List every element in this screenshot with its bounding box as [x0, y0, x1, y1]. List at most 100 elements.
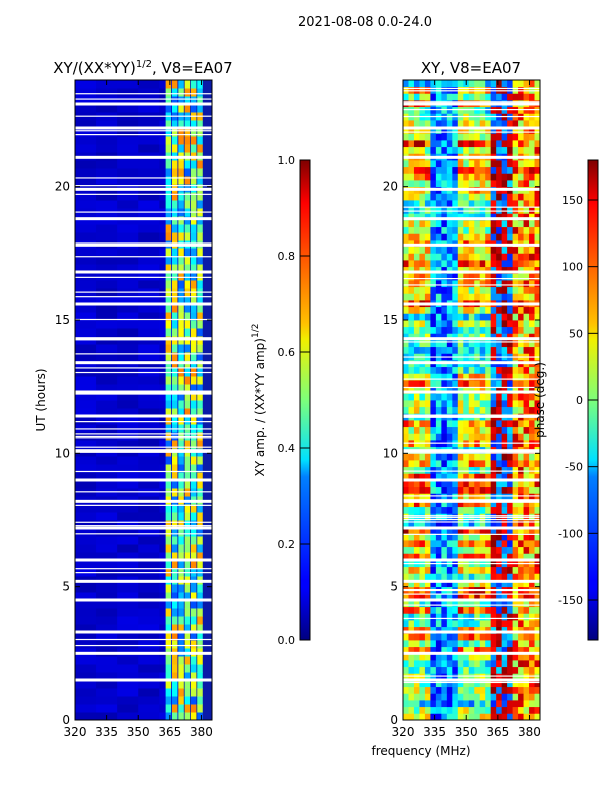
phase-cell — [512, 606, 519, 614]
amplitude-cell — [75, 656, 97, 665]
amplitude-cell — [197, 640, 203, 649]
phase-cell — [419, 553, 426, 561]
phase-cell — [523, 253, 530, 261]
phase-cell — [430, 133, 437, 141]
phase-cell — [446, 580, 453, 588]
phase-cell — [479, 280, 486, 288]
phase-cell — [424, 420, 431, 428]
phase-cell — [507, 226, 513, 234]
phase-cell — [474, 226, 481, 234]
phase-cell — [474, 626, 481, 634]
phase-cell — [529, 553, 535, 561]
phase-cell — [501, 580, 508, 588]
amplitude-cell — [138, 224, 160, 233]
phase-cell — [468, 400, 475, 408]
amplitude-cell — [75, 96, 97, 105]
amplitude-cell — [190, 656, 197, 665]
phase-cell — [463, 326, 470, 334]
phase-cell — [430, 593, 437, 601]
phase-cell — [529, 193, 535, 201]
phase-cell — [430, 546, 437, 554]
phase-cell — [479, 653, 486, 661]
phase-cell — [518, 226, 524, 234]
phase-cell — [534, 233, 540, 241]
phase-cell — [452, 600, 459, 608]
amplitude-cell — [165, 120, 172, 129]
phase-cell — [523, 460, 530, 468]
phase-cell — [424, 180, 431, 188]
phase-cell — [529, 180, 535, 188]
phase-cell — [474, 366, 481, 374]
phase-cell — [408, 213, 415, 221]
phase-cell — [501, 146, 508, 154]
phase-cell — [485, 693, 492, 701]
phase-cell — [430, 420, 437, 428]
amplitude-cell — [165, 504, 172, 513]
phase-cell — [463, 653, 470, 661]
phase-cell — [463, 306, 470, 314]
phase-gap-line — [403, 518, 540, 521]
phase-cell — [496, 433, 503, 441]
phase-cell — [419, 253, 426, 261]
phase-cell — [413, 686, 420, 694]
phase-cell — [408, 260, 415, 268]
phase-cell — [490, 93, 497, 101]
phase-cell — [523, 493, 530, 501]
phase-cell — [496, 573, 503, 581]
phase-cell — [435, 486, 442, 494]
phase-cell — [441, 460, 448, 468]
phase-cell — [496, 673, 503, 681]
amplitude-cell — [96, 608, 118, 617]
phase-cell — [512, 566, 519, 574]
phase-cell — [435, 406, 442, 414]
phase-cell — [424, 386, 431, 394]
phase-cell — [507, 266, 513, 274]
phase-cell — [403, 506, 409, 514]
amplitude-cell — [138, 632, 160, 641]
phase-cell — [441, 706, 448, 714]
amplitude-cell — [117, 552, 139, 561]
phase-cell — [496, 486, 503, 494]
phase-cell — [507, 273, 513, 281]
phase-cell — [419, 273, 426, 281]
phase-cell — [468, 466, 475, 474]
phase-cell — [463, 493, 470, 501]
phase-cell — [485, 173, 492, 181]
phase-cell — [413, 613, 420, 621]
phase-cell — [507, 693, 513, 701]
phase-cell — [474, 566, 481, 574]
phase-cell — [468, 233, 475, 241]
phase-cell — [496, 326, 503, 334]
amplitude-cell — [96, 616, 118, 625]
amplitude-cell — [171, 144, 178, 153]
phase-cell — [419, 93, 426, 101]
phase-cell — [512, 366, 519, 374]
amplitude-cell — [197, 192, 203, 201]
amplitude-cell — [178, 216, 184, 225]
amplitude-cell — [96, 280, 118, 289]
phase-cell — [529, 273, 535, 281]
amplitude-cell — [75, 256, 97, 265]
phase-cell — [413, 466, 420, 474]
phase-cell — [403, 366, 409, 374]
phase-cell — [468, 380, 475, 388]
phase-gap-line — [403, 593, 540, 595]
amplitude-gap-row — [75, 499, 212, 503]
amplitude-cell — [96, 424, 118, 433]
phase-cell — [424, 260, 431, 268]
phase-cell — [501, 346, 508, 354]
amplitude-cell — [75, 544, 97, 553]
phase-cell — [523, 93, 530, 101]
phase-cell — [468, 520, 475, 528]
amplitude-cell — [190, 480, 197, 489]
phase-cell — [518, 340, 524, 348]
phase-cell — [452, 166, 459, 174]
phase-cell — [523, 266, 530, 274]
phase-cell — [452, 473, 459, 481]
phase-cell — [479, 253, 486, 261]
amplitude-cell — [171, 296, 178, 305]
phase-cell — [507, 520, 513, 528]
phase-cell — [518, 593, 524, 601]
phase-cell — [523, 320, 530, 328]
phase-cell — [490, 346, 497, 354]
